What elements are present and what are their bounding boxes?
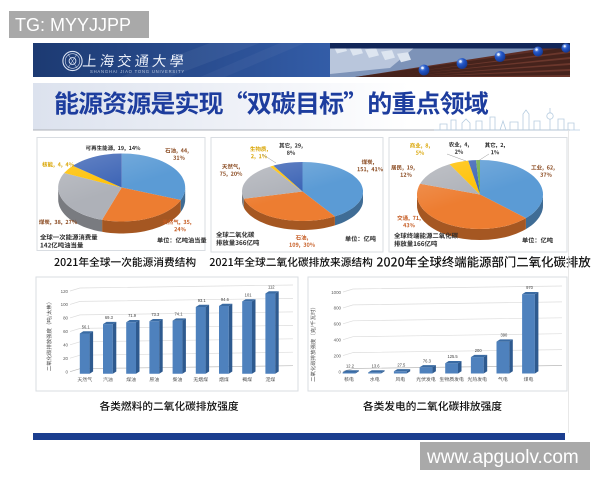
svg-text:40: 40 [63,343,68,348]
svg-text:400: 400 [334,338,342,343]
svg-text:12.2: 12.2 [346,364,355,369]
svg-text:125.5: 125.5 [447,354,458,359]
svg-text:69.3: 69.3 [105,315,114,320]
svg-text:www.apguolv.com: www.apguolv.com [426,447,579,468]
svg-text:120: 120 [61,289,69,294]
svg-text:1000: 1000 [331,290,341,295]
svg-text:20: 20 [63,356,68,361]
svg-text:112: 112 [268,285,275,290]
svg-text:76.3: 76.3 [423,358,432,363]
svg-text:0: 0 [66,370,69,375]
svg-text:80: 80 [63,316,68,321]
svg-text:200: 200 [334,353,342,358]
svg-text:600: 600 [334,322,342,327]
svg-text:60: 60 [63,329,68,334]
svg-text:27.5: 27.5 [397,362,406,367]
svg-text:71.9: 71.9 [128,313,137,318]
svg-text:TG: MYYJJPP: TG: MYYJJPP [15,15,131,35]
svg-text:390: 390 [500,333,508,338]
svg-text:73.3: 73.3 [151,312,160,317]
svg-text:94.6: 94.6 [221,297,230,302]
svg-text:93.1: 93.1 [198,298,207,303]
svg-text:200: 200 [475,348,483,353]
svg-text:101: 101 [245,292,253,297]
svg-text:100: 100 [61,302,69,307]
svg-text:0: 0 [339,369,342,374]
svg-text:74.1: 74.1 [175,312,184,317]
svg-text:13.6: 13.6 [372,363,381,368]
svg-text:56.1: 56.1 [82,325,91,330]
svg-text:970: 970 [526,285,534,290]
svg-text:800: 800 [334,306,342,311]
svg-text:SHANGHAI JIAO TONG UNIVERSITY: SHANGHAI JIAO TONG UNIVERSITY [90,69,185,74]
